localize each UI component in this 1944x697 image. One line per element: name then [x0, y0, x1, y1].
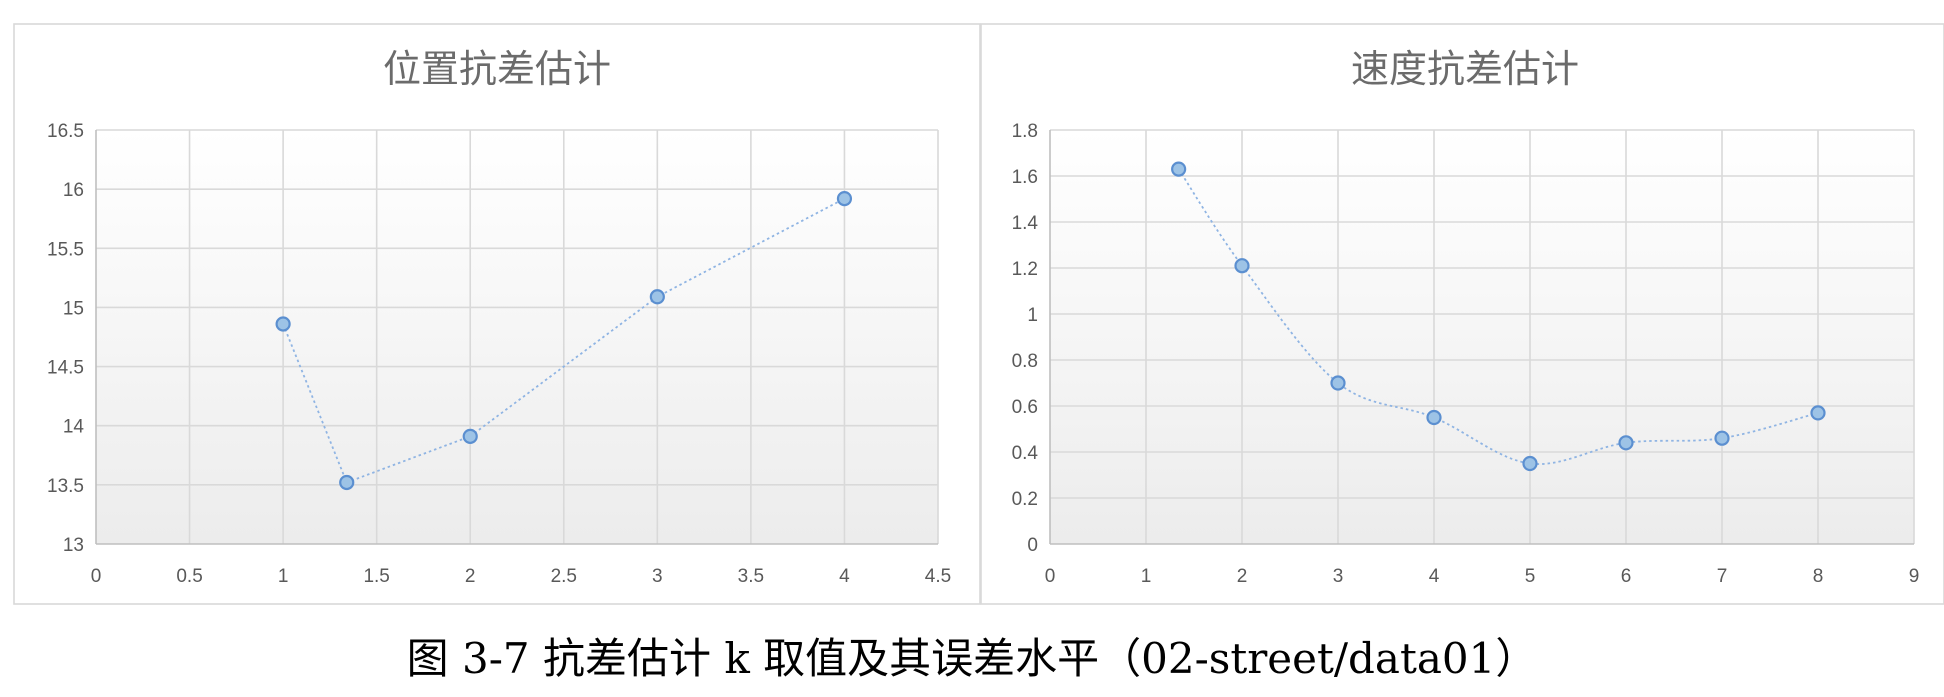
chart-1-y-tick-label: 15 — [63, 298, 84, 319]
chart-1-x-tick-label: 2 — [465, 566, 476, 587]
chart-2-x-tick-label: 5 — [1525, 566, 1536, 587]
chart-2-x-tick-label: 4 — [1429, 566, 1440, 587]
chart-2-y-tick-label: 1 — [1027, 305, 1038, 326]
chart-1-x-tick-label: 2.5 — [551, 566, 577, 587]
chart-1-x-tick-label: 4.5 — [925, 566, 951, 587]
chart-1-data-point — [836, 191, 853, 207]
figure-caption: 图 3-7 抗差估计 k 取值及其误差水平（02-street/data01） — [407, 634, 1538, 683]
chart-1-x-tick-label: 1.5 — [363, 566, 389, 587]
chart-1-x-tick-label: 3.5 — [738, 566, 764, 587]
chart-2-x-tick-label: 2 — [1237, 566, 1248, 587]
chart-2-x-tick-label: 3 — [1333, 566, 1344, 587]
chart-2-title: 速度抗差估计 — [1351, 47, 1579, 91]
chart-2-y-tick-label: 1.6 — [1012, 167, 1038, 188]
chart-2-x-tick-label: 7 — [1717, 566, 1728, 587]
chart-1: 位置抗差估计 0 0.5 1 1.5 2 2.5 3 3.5 4 4.5 13 13.5 14 14.5 1… — [47, 47, 951, 587]
chart-2-data-point — [1330, 375, 1346, 391]
chart-1-data-point — [462, 428, 478, 444]
chart-2: 速度抗差估计 0 1 2 3 4 5 6 7 8 9 0 0.2 0.4 0.6 0.8 1 1.2 1.4 1.6… — [1012, 47, 1920, 587]
chart-1-data-point — [339, 474, 355, 491]
chart-2-series-line — [1177, 168, 1819, 465]
chart-1-y-tick-label: 16.5 — [47, 121, 84, 142]
chart-1-plot-area — [96, 130, 938, 544]
chart-2-data-point — [1426, 409, 1442, 426]
chart-2-y-tick-label: 0.4 — [1012, 443, 1039, 464]
chart-2-x-tick-label: 9 — [1909, 566, 1920, 587]
chart-1-y-tick-label: 14.5 — [47, 358, 84, 379]
chart-2-data-point — [1618, 435, 1634, 451]
chart-1-y-tick-label: 15.5 — [47, 239, 84, 260]
chart-2-y-tick-label: 1.4 — [1012, 213, 1039, 234]
chart-1-x-tick-label: 4 — [839, 566, 850, 587]
chart-1-title: 位置抗差估计 — [383, 47, 611, 91]
chart-1-y-tick-label: 13.5 — [47, 476, 84, 497]
chart-1-x-tick-label: 0 — [91, 566, 102, 587]
chart-2-plot-area — [1050, 130, 1914, 544]
chart-2-x-tick-label: 8 — [1813, 566, 1824, 587]
chart-2-y-tick-label: 0.8 — [1012, 351, 1038, 372]
chart-2-data-point — [1810, 405, 1826, 421]
chart-2-x-tick-label: 6 — [1621, 566, 1632, 587]
chart-1-y-tick-label: 14 — [63, 417, 85, 438]
chart-1-x-tick-label: 3 — [652, 566, 663, 587]
chart-1-x-tick-label: 1 — [278, 566, 289, 587]
chart-2-data-point — [1522, 455, 1538, 472]
chart-2-y-tick-label: 1.2 — [1012, 259, 1038, 280]
chart-2-data-point — [1714, 430, 1730, 446]
chart-2-y-tick-label: 0.2 — [1012, 489, 1038, 510]
chart-2-y-tick-label: 0 — [1027, 535, 1038, 556]
chart-2-data-point — [1234, 258, 1250, 274]
chart-2-y-tick-label: 0.6 — [1012, 397, 1038, 418]
chart-2-x-tick-label: 1 — [1141, 566, 1152, 587]
chart-2-data-point — [1171, 161, 1187, 177]
chart-1-x-tick-label: 0.5 — [176, 566, 202, 587]
chart-1-data-point — [275, 316, 291, 332]
chart-1-y-tick-label: 16 — [63, 180, 84, 201]
chart-1-y-tick-label: 13 — [63, 535, 84, 556]
chart-2-y-tick-label: 1.8 — [1012, 121, 1038, 142]
chart-2-x-tick-label: 0 — [1045, 566, 1056, 587]
chart-1-data-point — [649, 289, 665, 305]
